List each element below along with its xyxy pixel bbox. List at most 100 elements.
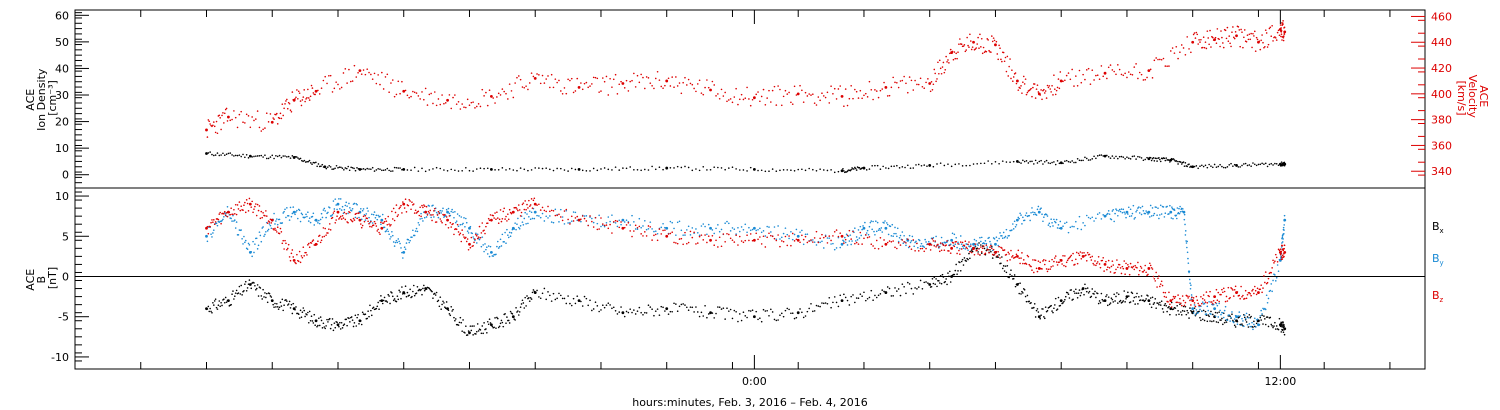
sample-bz	[496, 211, 498, 214]
sample-velocity	[470, 101, 473, 104]
sample-ion-density	[251, 156, 253, 158]
sample-bz	[689, 230, 692, 233]
legend: Bx By Bz	[1432, 220, 1444, 304]
point-ion-density	[1235, 164, 1238, 167]
sample-velocity	[931, 88, 934, 91]
sample-by	[295, 211, 297, 213]
sample-by	[341, 205, 344, 208]
sample-velocity	[391, 79, 394, 81]
sample-bx	[938, 282, 941, 284]
sample-velocity	[238, 113, 241, 116]
sample-by	[471, 232, 474, 235]
sample-velocity	[594, 76, 597, 79]
sample-ion-density	[264, 154, 266, 157]
y-tick-label: 10	[55, 190, 69, 203]
sample-ion-density	[1064, 160, 1066, 162]
sample-by	[507, 234, 509, 236]
sample-bx	[532, 289, 535, 291]
sample-by	[509, 235, 512, 237]
sample-by	[1125, 216, 1127, 219]
sample-bz	[256, 203, 259, 206]
sample-velocity	[967, 44, 969, 47]
sample-velocity	[1259, 48, 1262, 51]
sample-ion-density	[475, 168, 478, 170]
sample-ion-density	[1155, 157, 1157, 160]
point-ion-density	[752, 168, 756, 171]
sample-bx	[603, 306, 606, 309]
sample-bz	[757, 238, 759, 241]
sample-ion-density	[1137, 155, 1139, 158]
sample-bz	[403, 207, 406, 209]
sample-by	[1252, 328, 1254, 331]
point-velocity	[1015, 79, 1019, 83]
sample-by	[550, 221, 553, 223]
sample-bx	[1033, 306, 1035, 309]
sample-bz	[998, 245, 1000, 248]
sample-bx	[1132, 300, 1135, 302]
sample-by	[660, 226, 663, 229]
sample-velocity	[318, 93, 321, 95]
sample-velocity	[444, 102, 447, 104]
sample-velocity	[1127, 71, 1130, 73]
sample-bz	[1094, 260, 1096, 262]
sample-velocity	[408, 96, 411, 99]
sample-ion-density	[874, 164, 876, 167]
sample-bz	[968, 241, 970, 243]
sample-bz	[1025, 263, 1028, 265]
sample-bz	[391, 210, 393, 213]
sample-velocity	[901, 79, 904, 82]
point-bz	[621, 226, 625, 230]
sample-by	[591, 217, 593, 220]
sample-by	[522, 223, 525, 226]
y2-tick-label: 360	[1431, 139, 1452, 152]
sample-bx	[749, 310, 752, 312]
point-by	[1015, 218, 1019, 222]
sample-velocity	[932, 83, 935, 86]
sample-ion-density	[326, 166, 329, 168]
sample-bz	[1058, 261, 1061, 263]
sample-velocity	[465, 106, 467, 109]
sample-ion-density	[980, 162, 982, 165]
sample-ion-density	[614, 166, 617, 168]
sample-velocity	[245, 113, 248, 116]
sample-velocity	[970, 48, 973, 51]
sample-velocity	[1107, 66, 1110, 69]
sample-bz	[669, 232, 672, 235]
sample-bx	[355, 325, 358, 327]
sample-velocity	[795, 94, 798, 96]
sample-velocity	[224, 108, 227, 111]
sample-velocity	[813, 102, 816, 104]
sample-by	[253, 251, 255, 254]
sample-ion-density	[1107, 156, 1110, 158]
sample-by	[389, 238, 391, 240]
sample-by	[1164, 212, 1167, 215]
sample-bx	[415, 292, 418, 294]
sample-velocity	[917, 83, 920, 86]
sample-bx	[275, 306, 277, 308]
sample-bz	[425, 205, 428, 208]
sample-velocity	[1011, 69, 1013, 71]
sample-bx	[225, 301, 228, 303]
sample-bx	[906, 281, 909, 284]
sample-velocity	[843, 105, 845, 108]
sample-bx	[1149, 297, 1152, 299]
sample-by	[695, 228, 697, 230]
sample-bx	[515, 307, 517, 309]
sample-by	[885, 222, 888, 224]
sample-by	[1222, 316, 1225, 319]
point-velocity	[1191, 40, 1195, 44]
sample-ion-density	[397, 167, 400, 169]
sample-by	[801, 229, 803, 232]
sample-velocity	[611, 86, 613, 88]
sample-bx	[481, 325, 484, 327]
sample-bz	[695, 243, 697, 245]
sample-velocity	[1091, 69, 1094, 72]
sample-velocity	[508, 83, 511, 85]
sample-bx	[990, 250, 992, 253]
sample-velocity	[755, 93, 758, 96]
sample-ion-density	[855, 169, 858, 171]
sample-bx	[642, 313, 644, 316]
sample-bx	[1215, 321, 1218, 323]
point-bz	[709, 238, 712, 242]
sample-by	[495, 253, 497, 256]
